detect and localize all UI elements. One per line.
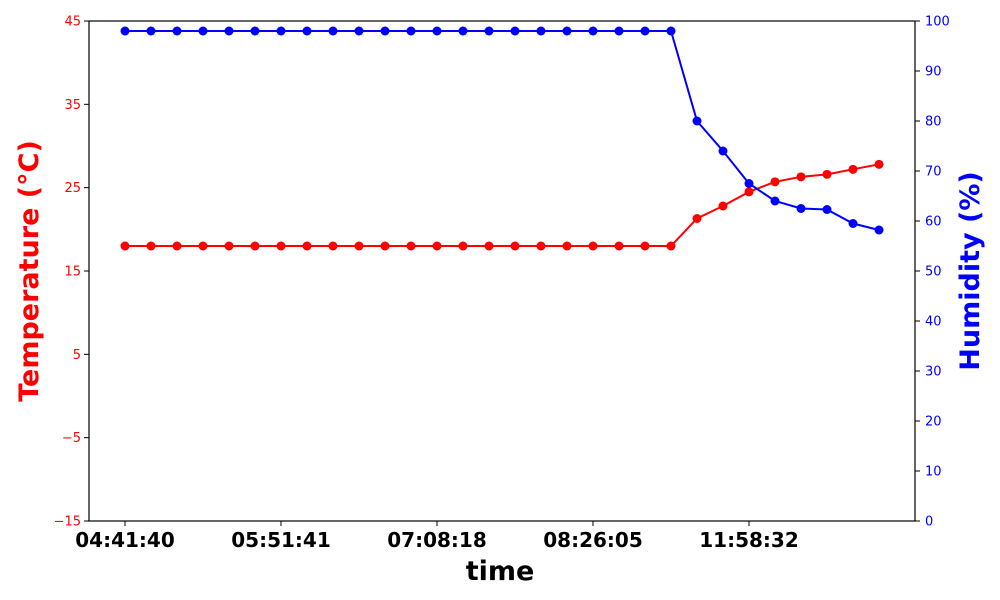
temperature-point (874, 159, 884, 169)
y-left-tick-label: 5 (73, 348, 81, 363)
temperature-point (588, 241, 598, 251)
humidity-point (276, 26, 286, 36)
temperature-point (796, 172, 806, 182)
temperature-point (510, 241, 520, 251)
temperature-point (770, 177, 780, 187)
x-tick-label: 07:08:18 (387, 528, 487, 552)
y-right-tick-label: 40 (925, 315, 942, 330)
y-right-tick-label: 80 (925, 115, 942, 130)
temperature-point (848, 164, 858, 174)
humidity-point (692, 116, 702, 126)
humidity-point (302, 26, 312, 36)
temperature-point (640, 241, 650, 251)
plot-frame (88, 20, 916, 522)
humidity-point (822, 205, 832, 214)
humidity-point (380, 26, 390, 36)
temperature-point (458, 241, 468, 251)
humidity-point (328, 26, 338, 36)
y-right-tick-label: 30 (925, 365, 942, 380)
y-right-tick-label: 50 (925, 265, 942, 280)
humidity-point (614, 26, 624, 36)
temperature-point (406, 241, 416, 251)
temperature-point (718, 201, 728, 211)
humidity-point (354, 26, 364, 36)
humidity-point (744, 179, 754, 188)
y-left-tick-label: 25 (64, 181, 81, 196)
humidity-point (250, 26, 260, 36)
temperature-point (614, 241, 624, 251)
temperature-point (744, 187, 754, 197)
temperature-point (250, 241, 260, 251)
temperature-point (328, 241, 338, 251)
temperature-point (380, 241, 390, 251)
temperature-line (125, 163, 880, 247)
temperature-point (562, 241, 572, 251)
humidity-point (510, 26, 520, 36)
humidity-line (125, 30, 880, 231)
humidity-point (640, 26, 650, 36)
y-left-tick-label: −5 (62, 431, 81, 446)
y-left-tick-label: 35 (64, 98, 81, 113)
humidity-point (770, 196, 780, 206)
humidity-point (224, 26, 234, 36)
temperature-point (302, 241, 312, 251)
temperature-point (120, 241, 130, 251)
humidity-point (146, 26, 156, 36)
humidity-point (874, 225, 884, 235)
x-tick-label: 05:51:41 (231, 528, 331, 552)
temperature-point (224, 241, 234, 251)
y-left-axis-label: Temperature (°C) (14, 140, 45, 402)
temperature-point (354, 241, 364, 251)
humidity-point (198, 26, 208, 36)
temperature-point (146, 241, 156, 251)
humidity-point (666, 26, 676, 36)
temperature-point (276, 241, 286, 251)
temperature-point (536, 241, 546, 251)
temperature-point (822, 169, 832, 179)
temperature-point (666, 241, 676, 251)
y-right-tick-label: 0 (925, 515, 933, 530)
y-right-tick-label: 60 (925, 215, 942, 230)
humidity-point (406, 26, 416, 36)
x-tick-label: 08:26:05 (543, 528, 643, 552)
temperature-point (432, 241, 442, 251)
humidity-point (172, 26, 182, 36)
humidity-point (718, 146, 728, 156)
humidity-point (432, 26, 442, 36)
x-tick-label: 04:41:40 (75, 528, 175, 552)
y-left-tick-label: −15 (54, 515, 81, 530)
axes-layer: −15 −5 5 15 25 35 45 0 10 20 30 40 50 60 70 80 90 100 04:4… (54, 15, 950, 553)
y-right-tick-label: 100 (925, 15, 950, 30)
axis-labels: time Temperature (°C) Humidity (%) (14, 140, 986, 587)
temperature-point (692, 214, 702, 223)
series-layer (120, 26, 884, 251)
humidity-point (484, 26, 494, 36)
humidity-point (848, 219, 858, 228)
y-right-tick-label: 70 (925, 165, 942, 180)
temperature-point (484, 241, 494, 251)
y-right-axis-label: Humidity (%) (955, 171, 986, 370)
y-right-tick-label: 10 (925, 465, 942, 480)
humidity-point (562, 26, 572, 36)
temperature-point (172, 241, 182, 251)
y-right-tick-label: 90 (925, 65, 942, 80)
temperature-point (198, 241, 208, 251)
y-left-tick-label: 45 (64, 15, 81, 30)
y-left-tick-label: 15 (64, 265, 81, 280)
x-tick-label: 11:58:32 (699, 528, 799, 552)
humidity-point (536, 26, 546, 36)
humidity-point (588, 26, 598, 36)
humidity-point (458, 26, 468, 36)
humidity-point (796, 204, 806, 213)
x-axis-label: time (466, 556, 535, 587)
y-right-tick-label: 20 (925, 415, 942, 430)
humidity-point (120, 26, 130, 36)
